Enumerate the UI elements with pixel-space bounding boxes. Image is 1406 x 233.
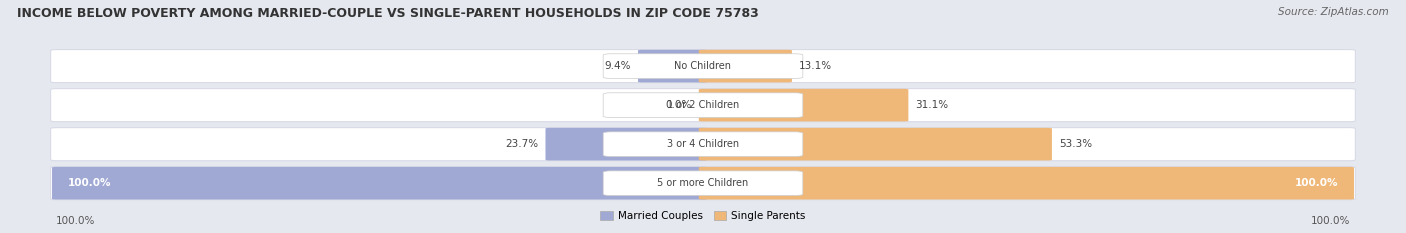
Text: 31.1%: 31.1% (915, 100, 949, 110)
Text: 1 or 2 Children: 1 or 2 Children (666, 100, 740, 110)
Text: 100.0%: 100.0% (1310, 216, 1350, 226)
FancyBboxPatch shape (51, 50, 1355, 83)
Text: 53.3%: 53.3% (1059, 139, 1092, 149)
Text: 100.0%: 100.0% (1295, 178, 1339, 188)
Text: No Children: No Children (675, 61, 731, 71)
Text: 9.4%: 9.4% (605, 61, 631, 71)
FancyBboxPatch shape (52, 167, 707, 199)
FancyBboxPatch shape (603, 93, 803, 117)
FancyBboxPatch shape (638, 50, 707, 82)
Text: 0.0%: 0.0% (665, 100, 692, 110)
FancyBboxPatch shape (699, 89, 908, 121)
FancyBboxPatch shape (603, 132, 803, 157)
Text: Source: ZipAtlas.com: Source: ZipAtlas.com (1278, 7, 1389, 17)
Text: 100.0%: 100.0% (67, 178, 111, 188)
Text: 23.7%: 23.7% (505, 139, 538, 149)
FancyBboxPatch shape (699, 50, 792, 82)
Text: 5 or more Children: 5 or more Children (658, 178, 748, 188)
FancyBboxPatch shape (699, 128, 1052, 161)
FancyBboxPatch shape (51, 128, 1355, 161)
FancyBboxPatch shape (51, 167, 1355, 200)
Text: 100.0%: 100.0% (56, 216, 96, 226)
Text: INCOME BELOW POVERTY AMONG MARRIED-COUPLE VS SINGLE-PARENT HOUSEHOLDS IN ZIP COD: INCOME BELOW POVERTY AMONG MARRIED-COUPL… (17, 7, 759, 20)
FancyBboxPatch shape (51, 89, 1355, 122)
Text: 13.1%: 13.1% (799, 61, 832, 71)
FancyBboxPatch shape (699, 167, 1354, 199)
Text: 3 or 4 Children: 3 or 4 Children (666, 139, 740, 149)
FancyBboxPatch shape (603, 54, 803, 79)
Legend: Married Couples, Single Parents: Married Couples, Single Parents (596, 207, 810, 226)
FancyBboxPatch shape (546, 128, 707, 161)
FancyBboxPatch shape (603, 171, 803, 195)
